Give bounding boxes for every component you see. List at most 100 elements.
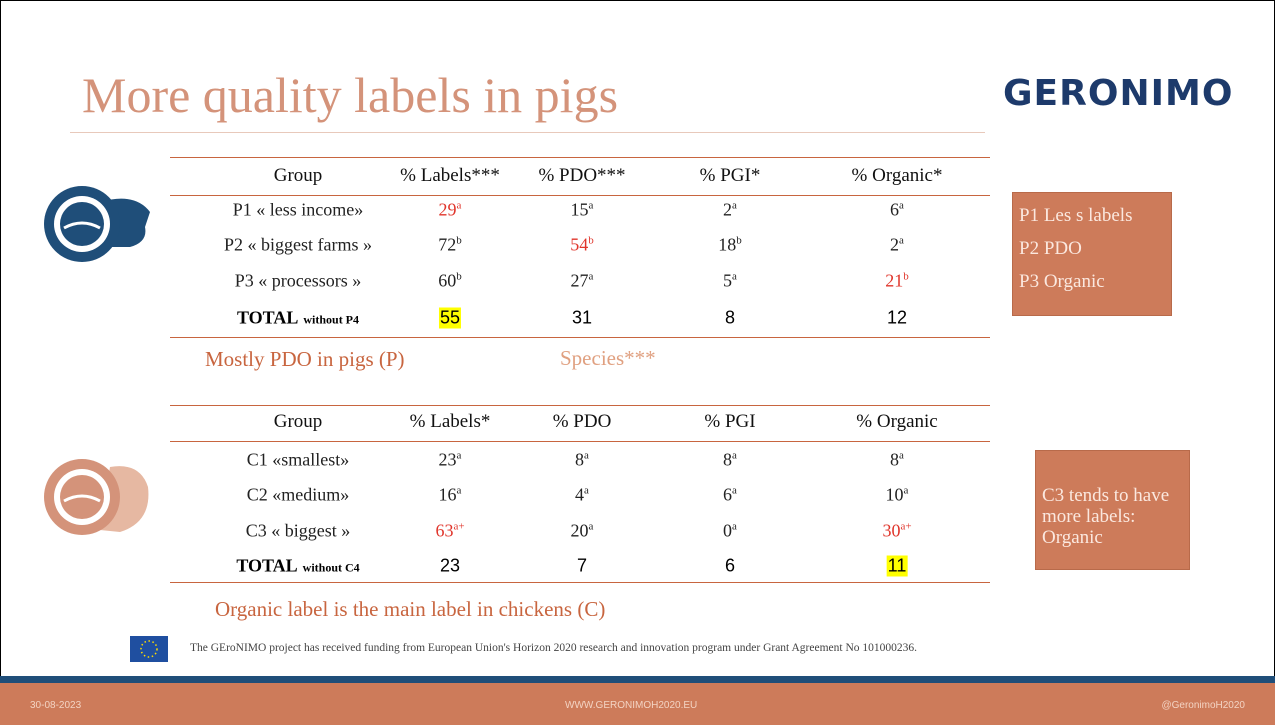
footer-handle: @GeronimoH2020 [1161,700,1245,711]
footer-date: 30-08-2023 [30,700,81,711]
value-cell: 20a [571,521,594,542]
cell-text: 4 [575,485,584,505]
value-cell: 4a [575,485,589,506]
pig-icon [40,182,155,267]
cell-text: 10 [886,485,904,505]
funding-text: The GEroNIMO project has received fundin… [190,642,917,654]
footer-url: WWW.GERONIMOH2020.EU [565,700,697,711]
cell-text: 6 [890,200,899,220]
value-cell: 29a [439,200,462,221]
superscript: a [732,200,737,212]
cell-text: C3 « biggest » [246,521,351,541]
note-line: P1 Les s labels [1019,199,1165,232]
logo: GERONIMO [1003,73,1233,114]
superscript: a+ [453,521,464,533]
value-cell: 27a [571,271,594,292]
superscript: a [899,450,904,462]
column-header: % PDO [553,411,612,433]
total-text: TOTAL [237,308,298,328]
cell-text: 2 [890,235,899,255]
table-rule [170,337,990,338]
column-header: Group [274,411,323,433]
superscript: a [732,485,737,497]
group-cell: C2 «medium» [247,485,350,506]
chicken-icon [40,452,155,542]
superscript: a [732,521,737,533]
superscript: b [456,271,462,283]
total-value: 55 [439,308,461,329]
cell-text: P3 « processors » [235,271,362,291]
cell-text: 29 [439,200,457,220]
value-cell: 60b [438,271,462,292]
superscript: a [732,271,737,283]
superscript: a [584,485,589,497]
total-value: 8 [724,308,736,329]
value-cell: 8a [575,450,589,471]
cell-text: 15 [571,200,589,220]
table-rule [170,195,990,196]
cell-text: 20 [571,521,589,541]
title: More quality labels in pigs [82,66,618,124]
title-rule [70,132,985,133]
cell-text: 63 [435,521,453,541]
cell-text: 54 [570,235,588,255]
value-cell: 8a [723,450,737,471]
footer-stripe [0,676,1275,683]
value-cell: 6a [723,485,737,506]
group-cell: P1 « less income» [233,200,364,221]
cell-text: 23 [439,450,457,470]
value-cell: 16a [439,485,462,506]
total-value: 11 [887,556,908,577]
value-cell: 10a [886,485,909,506]
value-cell: 63a+ [435,521,464,542]
column-header: Group [274,165,323,187]
total-label: TOTAL without P4 [237,308,359,329]
table-rule [170,405,990,406]
table-caption: Mostly PDO in pigs (P) [205,347,405,372]
column-header: % Organic* [852,165,943,187]
cell-text: 6 [723,485,732,505]
value-cell: 2a [890,235,904,256]
eu-flag [130,636,168,662]
superscript: a [899,200,904,212]
cell-text: 18 [718,235,736,255]
column-header: % PGI [704,411,755,433]
column-header: % PDO*** [538,165,625,187]
total-value: 6 [724,556,736,577]
cell-text: 8 [890,450,899,470]
cell-text: C2 «medium» [247,485,350,505]
total-note: without P4 [303,313,359,327]
value-cell: 23a [439,450,462,471]
cell-text: 2 [723,200,732,220]
cell-text: 5 [723,271,732,291]
total-value: 7 [576,556,588,577]
group-cell: P2 « biggest farms » [224,235,372,256]
superscript: a [589,521,594,533]
value-cell: 5a [723,271,737,292]
value-cell: 8a [890,450,904,471]
value-cell: 15a [571,200,594,221]
table-rule [170,157,990,158]
group-cell: C1 «smallest» [247,450,350,471]
cell-text: 8 [723,450,732,470]
cell-text: P1 « less income» [233,200,364,220]
superscript: a [457,485,462,497]
cell-text: P2 « biggest farms » [224,235,372,255]
cell-text: 30 [882,521,900,541]
group-cell: C3 « biggest » [246,521,351,542]
value-cell: 2a [723,200,737,221]
note-box: C3 tends to have more labels: Organic [1035,450,1190,570]
column-header: % Labels* [410,411,491,433]
table-rule [170,441,990,442]
total-note: without C4 [303,561,360,575]
cell-text: 16 [439,485,457,505]
superscript: a [457,200,462,212]
superscript: a [457,450,462,462]
value-cell: 72b [438,235,462,256]
cell-text: 60 [438,271,456,291]
note-line: C3 tends to have more labels: Organic [1042,485,1183,548]
total-value: 12 [886,308,908,329]
superscript: a [589,200,594,212]
